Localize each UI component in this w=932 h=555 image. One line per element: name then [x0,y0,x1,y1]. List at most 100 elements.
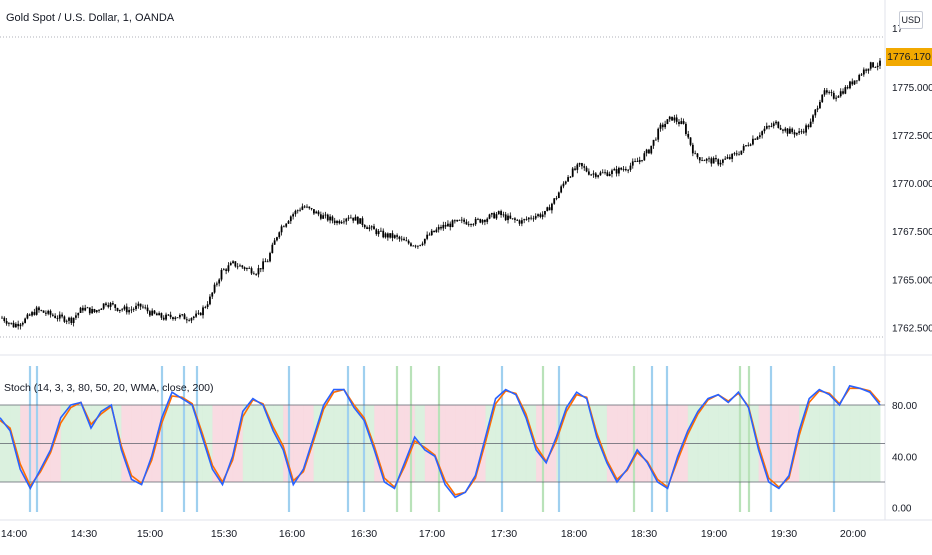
candle-body [666,119,669,125]
candle-body [738,154,740,156]
candle-body [361,218,364,225]
candle-body [821,94,824,103]
candle-body [488,214,491,219]
candle-body [775,121,777,124]
candle-body [137,303,140,306]
candle-body [250,268,253,274]
candle-body [770,125,773,127]
candle-body [213,284,216,293]
candle-body [414,245,417,247]
candle-body [527,217,530,220]
time-tick-label: 14:00 [1,528,27,540]
candle-body [56,318,59,319]
candle-body [849,81,851,89]
candle-body [754,138,757,140]
candle-body [202,307,204,316]
candle-body [363,224,366,228]
candle-body [825,90,828,93]
candle-body [125,306,128,313]
candle-body [370,226,373,228]
candle-body [613,169,616,171]
candle-body [585,167,588,172]
candle-body [618,167,620,174]
candle-body [578,163,581,165]
candle-body [530,217,533,219]
candle-body [823,90,826,95]
candle-body [26,314,29,319]
candle-body [615,169,618,174]
candle-body [386,233,389,238]
candle-body [622,169,625,170]
candle-body [673,117,676,121]
candle-body [638,159,641,162]
price-tick-label: 1765.000 [892,275,932,286]
candle-body [763,128,766,132]
candle-body [294,210,297,215]
candle-body [135,305,137,310]
candle-body [844,87,847,94]
candle-body [209,296,211,305]
candle-body [132,309,135,310]
candle-body [472,224,475,225]
candle-body [8,322,10,324]
candle-body [793,132,796,135]
candle-body [541,214,544,217]
candle-body [511,218,514,220]
candle-body [380,230,382,232]
candle-body [652,139,655,146]
time-tick-label: 17:30 [491,528,517,540]
candle-body [257,268,260,275]
candle-body [678,121,680,124]
candle-body [590,174,593,176]
candle-body [58,314,61,319]
candle-body [717,159,720,165]
candle-body [222,269,225,271]
candle-body [317,211,320,215]
candle-body [162,317,165,320]
candle-body [703,160,706,162]
candle-body [215,283,218,285]
candle-body [77,312,80,316]
candle-body [532,218,535,220]
candle-body [784,128,787,131]
candle-body [620,167,623,170]
candle-body [514,218,516,220]
candle-body [701,160,703,162]
candle-body [680,121,683,124]
candle-body [740,150,743,155]
candle-body [167,314,170,316]
currency-button[interactable]: USD [899,11,923,29]
time-tick-label: 16:30 [351,528,377,540]
candle-body [465,221,468,225]
candle-body [276,237,278,241]
candle-body [562,183,565,187]
candle-body [675,117,678,122]
candle-body [45,312,47,314]
candle-body [98,309,100,311]
candle-body [733,153,736,155]
candle-body [100,308,103,310]
candle-body [234,261,237,267]
indicator-legend[interactable]: Stoch (14, 3, 3, 80, 50, 20, WMA, close,… [4,382,214,394]
candle-body [68,317,70,321]
price-tick-label: 17 [892,24,904,35]
candle-body [17,323,20,327]
candle-body [227,265,230,271]
candle-body [837,96,840,98]
candle-body [671,116,673,121]
candle-body [835,97,837,99]
candle-body [21,322,24,325]
candle-body [232,261,234,264]
candle-body [481,219,484,223]
last-price-tag: 1776.170 [886,48,932,66]
candle-body [419,244,422,246]
candle-body [587,171,590,175]
candle-body [130,309,133,311]
candle-body [266,261,269,263]
candle-body [447,223,449,227]
candle-body [148,311,151,316]
candle-body [745,145,747,147]
candle-body [777,121,780,128]
candle-body [685,123,687,134]
